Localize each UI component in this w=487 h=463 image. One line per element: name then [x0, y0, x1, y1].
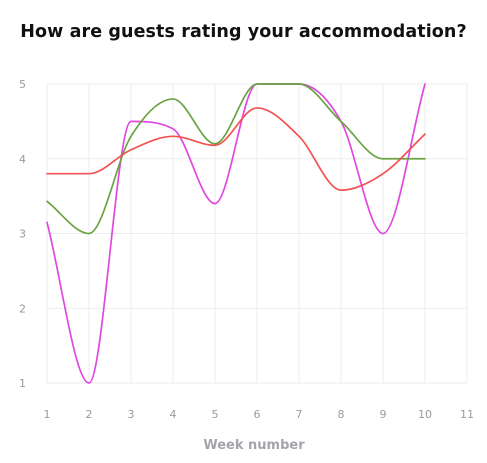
series-line-1 [46, 83, 426, 384]
x-tick-label: 7 [296, 408, 303, 421]
series-line-3 [46, 107, 426, 191]
y-tick-label: 5 [19, 78, 26, 91]
x-axis-title: Week number [203, 438, 305, 453]
y-axis-ticks: 1 2 3 4 5 [19, 78, 26, 390]
y-tick-label: 4 [19, 153, 26, 166]
x-tick-label: 2 [86, 408, 93, 421]
x-axis-ticks: 1 2 3 4 5 6 7 8 9 10 11 [44, 408, 475, 421]
x-tick-label: 11 [460, 408, 474, 421]
chart-title: How are guests rating your accommodation… [20, 22, 467, 42]
x-tick-label: 8 [338, 408, 345, 421]
series-lines [46, 83, 426, 384]
grid [46, 83, 468, 384]
x-tick-label: 5 [212, 408, 219, 421]
series-line-2 [46, 83, 426, 235]
x-tick-label: 1 [44, 408, 51, 421]
x-tick-label: 10 [418, 408, 432, 421]
y-tick-label: 3 [19, 228, 26, 241]
y-tick-label: 2 [19, 302, 26, 315]
x-tick-label: 3 [128, 408, 135, 421]
x-tick-label: 4 [170, 408, 177, 421]
x-tick-label: 9 [380, 408, 387, 421]
y-tick-label: 1 [19, 377, 26, 390]
x-tick-label: 6 [254, 408, 261, 421]
